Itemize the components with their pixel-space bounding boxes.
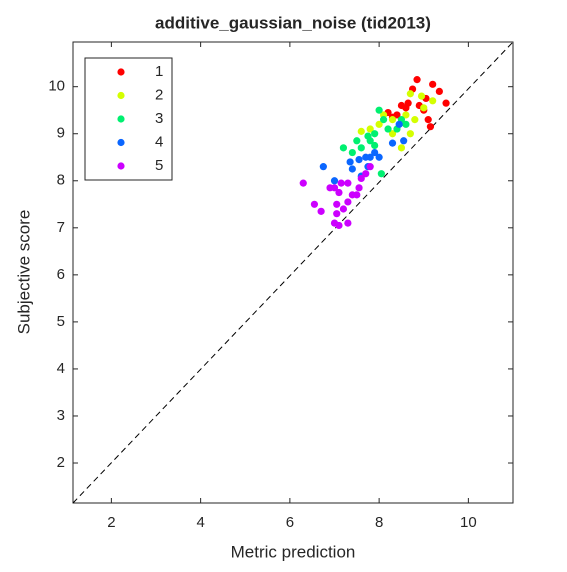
legend-marker bbox=[117, 68, 125, 76]
point bbox=[344, 198, 352, 206]
point bbox=[388, 116, 397, 124]
legend-marker bbox=[117, 138, 125, 147]
point bbox=[333, 210, 341, 218]
point bbox=[402, 120, 410, 128]
point bbox=[353, 191, 361, 199]
point bbox=[357, 144, 365, 152]
point bbox=[388, 139, 397, 147]
point bbox=[366, 153, 374, 161]
point bbox=[397, 144, 406, 152]
y-axis-label: Subjective score bbox=[14, 210, 33, 335]
point bbox=[348, 165, 356, 173]
legend-label: 5 bbox=[155, 157, 163, 174]
x-axis-label: Metric prediction bbox=[231, 542, 356, 561]
point bbox=[402, 104, 410, 112]
point bbox=[402, 111, 410, 119]
x-tick-label: 10 bbox=[460, 514, 477, 531]
point bbox=[424, 116, 432, 124]
point bbox=[411, 116, 419, 124]
y-tick-label: 10 bbox=[48, 78, 65, 95]
point bbox=[420, 104, 428, 112]
point bbox=[406, 90, 414, 98]
point bbox=[355, 184, 363, 192]
point bbox=[366, 163, 374, 171]
point bbox=[357, 174, 365, 183]
point bbox=[442, 99, 450, 107]
point bbox=[366, 125, 374, 133]
point bbox=[429, 80, 437, 88]
point bbox=[335, 188, 343, 197]
legend-label: 2 bbox=[155, 86, 163, 103]
legend-label: 3 bbox=[155, 110, 163, 127]
point bbox=[353, 137, 361, 145]
point bbox=[348, 148, 356, 157]
point bbox=[371, 141, 379, 150]
point bbox=[357, 127, 365, 135]
point bbox=[384, 125, 392, 133]
point bbox=[371, 148, 379, 157]
x-tick-label: 2 bbox=[107, 514, 115, 531]
y-tick-label: 3 bbox=[57, 407, 65, 424]
point bbox=[337, 179, 345, 187]
legend-marker bbox=[117, 115, 125, 123]
point bbox=[417, 92, 426, 100]
y-tick-label: 6 bbox=[57, 266, 65, 283]
x-tick-label: 8 bbox=[375, 514, 383, 531]
point bbox=[299, 179, 307, 187]
legend bbox=[84, 57, 173, 181]
y-tick-label: 9 bbox=[57, 125, 65, 142]
point bbox=[333, 200, 341, 208]
point bbox=[375, 106, 383, 114]
point bbox=[346, 158, 354, 166]
y-tick-label: 7 bbox=[57, 219, 65, 236]
point bbox=[400, 137, 408, 145]
y-tick-label: 2 bbox=[57, 454, 65, 471]
point bbox=[435, 87, 443, 95]
point bbox=[310, 200, 319, 208]
y-tick-label: 8 bbox=[57, 172, 65, 189]
chart-title: additive_gaussian_noise (tid2013) bbox=[155, 13, 431, 32]
point bbox=[375, 120, 383, 128]
legend-label: 1 bbox=[155, 63, 163, 80]
point bbox=[319, 163, 327, 171]
identity-line bbox=[72, 41, 514, 504]
point bbox=[362, 170, 370, 178]
point bbox=[330, 177, 339, 185]
point bbox=[335, 221, 343, 230]
point bbox=[366, 137, 374, 145]
legend-label: 4 bbox=[155, 133, 163, 150]
legend-marker bbox=[117, 91, 125, 100]
point bbox=[413, 76, 421, 84]
point bbox=[388, 130, 397, 138]
point bbox=[371, 130, 379, 138]
point bbox=[317, 207, 325, 215]
point bbox=[395, 120, 403, 128]
point bbox=[344, 179, 352, 187]
point bbox=[379, 116, 388, 124]
x-tick-label: 6 bbox=[286, 514, 294, 531]
point bbox=[426, 123, 435, 131]
point bbox=[429, 97, 437, 105]
point bbox=[330, 184, 339, 192]
point bbox=[344, 219, 352, 227]
point bbox=[377, 170, 385, 178]
point bbox=[375, 153, 383, 161]
point bbox=[355, 156, 363, 164]
point bbox=[406, 130, 414, 138]
y-tick-label: 5 bbox=[57, 313, 65, 330]
y-tick-label: 4 bbox=[57, 360, 65, 377]
point bbox=[339, 205, 348, 213]
legend-marker bbox=[117, 162, 125, 170]
point bbox=[339, 144, 348, 152]
x-tick-label: 4 bbox=[196, 514, 204, 531]
